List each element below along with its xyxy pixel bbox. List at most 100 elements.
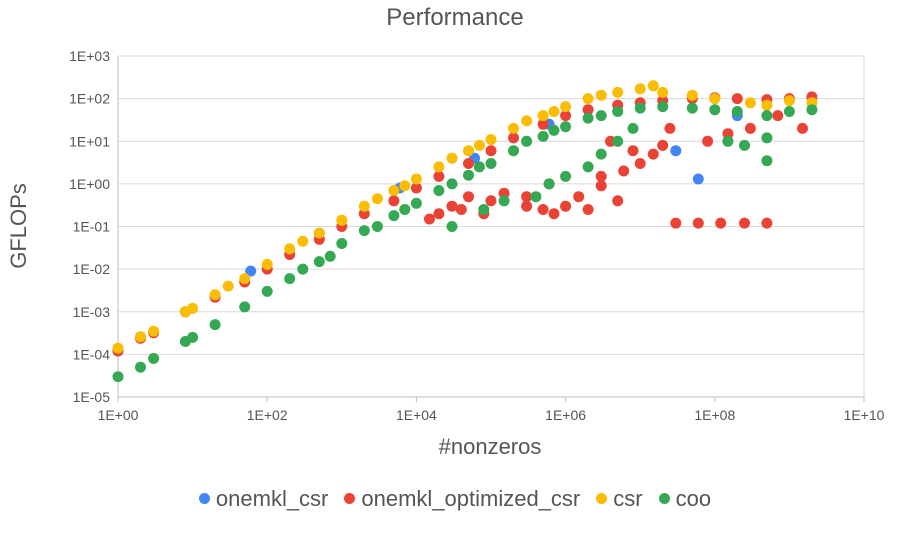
- legend-swatch: [198, 492, 210, 504]
- x-tick-label: 1E+06: [545, 407, 586, 423]
- point-onemkl_optimized_csr: [433, 208, 445, 220]
- x-axis-title: #nonzeros: [439, 434, 542, 459]
- point-coo: [187, 331, 199, 343]
- legend-label: csr: [613, 486, 643, 511]
- legend-swatch: [596, 492, 608, 504]
- y-tick-label: 1E+00: [69, 176, 110, 192]
- point-coo: [595, 148, 607, 160]
- legend-swatch: [344, 492, 356, 504]
- point-coo: [473, 161, 485, 173]
- point-coo: [410, 197, 422, 209]
- data-points: [112, 80, 818, 383]
- y-tick-label: 1E+01: [69, 133, 110, 149]
- point-coo: [657, 101, 669, 113]
- point-onemkl_optimized_csr: [521, 191, 533, 203]
- point-coo: [463, 169, 474, 181]
- point-onemkl_optimized_csr: [582, 204, 594, 215]
- point-coo: [135, 361, 146, 373]
- point-csr: [709, 93, 721, 105]
- tick-labels: 1E-05 1E-04 1E-03 1E-02 1E-01 1E+00 1E+01 1E+02…: [69, 48, 885, 423]
- legend-swatch: [658, 492, 670, 504]
- point-csr: [222, 280, 234, 292]
- point-coo: [686, 102, 698, 114]
- point-onemkl_csr: [245, 265, 257, 277]
- y-tick-label: 1E-02: [73, 261, 111, 277]
- point-coo: [739, 139, 750, 151]
- point-coo: [582, 112, 594, 124]
- point-coo: [612, 135, 624, 147]
- point-onemkl_optimized_csr: [582, 104, 594, 116]
- legend-label: onemkl_csr: [215, 486, 329, 511]
- point-csr: [473, 139, 485, 151]
- point-coo: [560, 170, 572, 182]
- point-csr: [634, 83, 646, 95]
- series-onemkl_csr: [112, 110, 743, 357]
- point-coo: [209, 319, 221, 331]
- point-csr: [410, 173, 422, 185]
- point-coo: [399, 204, 411, 215]
- point-csr: [261, 258, 273, 270]
- point-onemkl_optimized_csr: [657, 139, 669, 151]
- point-onemkl_optimized_csr: [744, 122, 756, 134]
- y-tick-label: 1E-03: [73, 304, 111, 320]
- y-tick-label: 1E-01: [73, 219, 111, 235]
- point-coo: [112, 371, 124, 383]
- point-onemkl_optimized_csr: [446, 200, 458, 212]
- point-onemkl_optimized_csr: [797, 122, 808, 134]
- point-csr: [187, 302, 199, 314]
- point-onemkl_optimized_csr: [508, 132, 519, 144]
- axes: [117, 56, 865, 402]
- point-coo: [595, 110, 607, 122]
- point-csr: [595, 89, 607, 101]
- x-tick-label: 1E+10: [844, 407, 885, 423]
- point-csr: [135, 331, 146, 343]
- point-onemkl_optimized_csr: [455, 204, 467, 215]
- point-coo: [761, 155, 773, 167]
- point-onemkl_optimized_csr: [560, 200, 572, 212]
- point-csr: [388, 185, 400, 196]
- point-onemkl_optimized_csr: [424, 213, 435, 225]
- point-coo: [806, 104, 818, 116]
- point-coo: [783, 106, 795, 117]
- point-csr: [239, 273, 251, 285]
- point-onemkl_optimized_csr: [739, 217, 750, 229]
- point-csr: [284, 243, 296, 255]
- point-coo: [761, 110, 773, 122]
- point-csr: [313, 227, 325, 239]
- point-coo: [709, 104, 721, 116]
- point-onemkl_optimized_csr: [664, 122, 676, 134]
- point-coo: [261, 285, 273, 297]
- point-onemkl_optimized_csr: [560, 110, 572, 122]
- point-onemkl_optimized_csr: [731, 93, 743, 105]
- point-coo: [371, 221, 383, 232]
- point-coo: [446, 221, 458, 232]
- point-coo: [297, 263, 309, 275]
- point-onemkl_optimized_csr: [521, 200, 533, 212]
- legend: onemkl_csr onemkl_optimized_csr csr coo: [0, 486, 910, 512]
- legend-label: onemkl_optimized_csr: [361, 486, 581, 511]
- point-coo: [530, 191, 542, 203]
- point-coo: [446, 178, 458, 190]
- point-onemkl_optimized_csr: [612, 195, 624, 207]
- legend-item-onemkl_optimized_csr: onemkl_optimized_csr: [344, 486, 580, 512]
- point-coo: [582, 161, 594, 173]
- point-coo: [627, 122, 639, 134]
- point-csr: [371, 193, 383, 205]
- point-csr: [761, 99, 773, 111]
- point-coo: [761, 132, 773, 144]
- point-onemkl_optimized_csr: [702, 135, 714, 147]
- y-tick-label: 1E-05: [73, 389, 111, 405]
- x-tick-label: 1E+02: [247, 407, 288, 423]
- y-axis-title: GFLOPs: [6, 183, 31, 269]
- point-onemkl_optimized_csr: [410, 182, 422, 194]
- point-coo: [634, 102, 646, 114]
- point-onemkl_optimized_csr: [761, 217, 773, 229]
- point-csr: [521, 115, 533, 127]
- x-tick-label: 1E+00: [98, 407, 139, 423]
- point-onemkl_optimized_csr: [573, 191, 585, 203]
- point-csr: [537, 110, 549, 122]
- point-csr: [744, 97, 756, 109]
- point-coo: [148, 353, 160, 364]
- point-coo: [433, 185, 445, 196]
- point-csr: [336, 214, 348, 226]
